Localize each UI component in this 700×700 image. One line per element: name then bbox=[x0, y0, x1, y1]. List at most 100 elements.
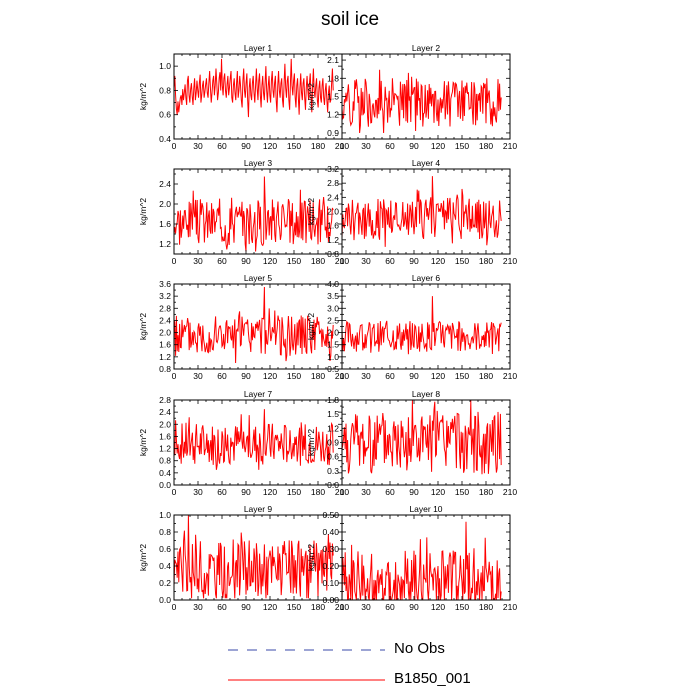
panel-title: Layer 9 bbox=[244, 504, 273, 514]
y-tick-label: 1.8 bbox=[327, 73, 339, 83]
series-line bbox=[173, 287, 334, 363]
y-tick-label: 1.5 bbox=[327, 340, 339, 350]
x-tick-label: 150 bbox=[455, 371, 469, 381]
y-tick-label: 1.8 bbox=[327, 395, 339, 405]
panel-layer-5: Layer 5 0 30 60 90 120 150 180 210 0.8 1.2 1.6 2.0 2.… bbox=[138, 273, 349, 381]
x-tick-label: 150 bbox=[455, 602, 469, 612]
y-axis-label: kg/m^2 bbox=[138, 83, 148, 110]
y-tick-label: 1.6 bbox=[327, 221, 339, 231]
x-tick-label: 210 bbox=[335, 256, 349, 266]
x-tick-label: 150 bbox=[287, 602, 301, 612]
y-tick-label: 1.2 bbox=[159, 444, 171, 454]
y-tick-label: 1.2 bbox=[159, 352, 171, 362]
x-tick-label: 180 bbox=[479, 487, 493, 497]
y-tick-label: 1.5 bbox=[327, 92, 339, 102]
series-line bbox=[341, 296, 502, 355]
x-tick-label: 60 bbox=[217, 256, 227, 266]
panel-title: Layer 7 bbox=[244, 389, 273, 399]
x-tick-label: 120 bbox=[431, 371, 445, 381]
series-line bbox=[173, 514, 334, 599]
y-tick-label: 2.4 bbox=[159, 179, 171, 189]
x-tick-label: 210 bbox=[503, 371, 517, 381]
x-tick-label: 60 bbox=[385, 487, 395, 497]
x-tick-label: 30 bbox=[193, 602, 203, 612]
y-tick-label: 0.6 bbox=[327, 452, 339, 462]
y-tick-label: 3.2 bbox=[159, 291, 171, 301]
x-tick-label: 30 bbox=[193, 141, 203, 151]
x-tick-label: 180 bbox=[311, 141, 325, 151]
y-tick-label: 3.0 bbox=[327, 303, 339, 313]
x-tick-label: 90 bbox=[409, 371, 419, 381]
x-tick-label: 120 bbox=[431, 487, 445, 497]
x-tick-label: 180 bbox=[479, 141, 493, 151]
x-tick-label: 30 bbox=[193, 256, 203, 266]
panel-title: Layer 10 bbox=[409, 504, 442, 514]
y-tick-label: 1.6 bbox=[159, 340, 171, 350]
x-tick-label: 90 bbox=[409, 141, 419, 151]
x-tick-label: 210 bbox=[503, 256, 517, 266]
x-tick-label: 180 bbox=[479, 256, 493, 266]
x-tick-label: 120 bbox=[263, 256, 277, 266]
panel-title: Layer 2 bbox=[412, 43, 441, 53]
y-tick-label: 0.3 bbox=[327, 466, 339, 476]
y-tick-label: 0.8 bbox=[159, 456, 171, 466]
y-tick-label: 0.8 bbox=[159, 527, 171, 537]
panel-title: Layer 6 bbox=[412, 273, 441, 283]
x-tick-label: 120 bbox=[263, 371, 277, 381]
y-tick-label: 1.2 bbox=[327, 235, 339, 245]
x-tick-label: 30 bbox=[361, 141, 371, 151]
y-tick-label: 0.5 bbox=[327, 364, 339, 374]
x-tick-label: 90 bbox=[241, 487, 251, 497]
panel-layer-3: Layer 3 0 30 60 90 120 150 180 210 1.2 1.6 2.0 2.4 kg… bbox=[138, 158, 349, 266]
panel-layer-2: Layer 2 0 30 60 90 120 150 180 210 0.9 1.2 1.5 1.8 2.… bbox=[306, 43, 517, 151]
x-tick-label: 90 bbox=[241, 141, 251, 151]
y-axis-label: kg/m^2 bbox=[306, 544, 316, 571]
x-tick-label: 150 bbox=[287, 371, 301, 381]
y-tick-label: 1.2 bbox=[327, 423, 339, 433]
series-line bbox=[173, 409, 334, 470]
x-tick-label: 60 bbox=[385, 256, 395, 266]
y-tick-label: 1.0 bbox=[159, 61, 171, 71]
y-axis-label: kg/m^2 bbox=[138, 313, 148, 340]
y-tick-label: 1.0 bbox=[159, 510, 171, 520]
x-tick-label: 90 bbox=[241, 602, 251, 612]
series-line bbox=[341, 69, 502, 133]
y-axis-label: kg/m^2 bbox=[306, 83, 316, 110]
y-tick-label: 2.8 bbox=[327, 178, 339, 188]
x-tick-label: 120 bbox=[431, 141, 445, 151]
x-tick-label: 150 bbox=[455, 256, 469, 266]
x-tick-label: 0 bbox=[172, 256, 177, 266]
x-tick-label: 0 bbox=[340, 602, 345, 612]
series-line bbox=[341, 521, 502, 601]
y-tick-label: 2.4 bbox=[327, 192, 339, 202]
panel-title: Layer 3 bbox=[244, 158, 273, 168]
x-tick-label: 0 bbox=[172, 487, 177, 497]
panel-layer-7: Layer 70 30 60 90 120 150 180 2100.00.40.81.21.… bbox=[138, 389, 349, 497]
x-tick-label: 90 bbox=[409, 602, 419, 612]
series-line bbox=[173, 58, 334, 118]
plot-frame bbox=[341, 168, 511, 255]
panel-title: Layer 4 bbox=[412, 158, 441, 168]
x-tick-label: 210 bbox=[335, 371, 349, 381]
y-tick-label: 0.10 bbox=[322, 578, 339, 588]
x-tick-label: 150 bbox=[287, 141, 301, 151]
y-tick-label: 0.4 bbox=[159, 561, 171, 571]
y-tick-label: 0.00 bbox=[322, 595, 339, 605]
y-tick-label: 0.8 bbox=[327, 249, 339, 259]
y-tick-label: 0.0 bbox=[159, 480, 171, 490]
y-tick-label: 0.6 bbox=[159, 110, 171, 120]
panel-title: Layer 5 bbox=[244, 273, 273, 283]
y-tick-label: 2.0 bbox=[159, 419, 171, 429]
x-tick-label: 150 bbox=[455, 487, 469, 497]
y-tick-label: 2.8 bbox=[159, 395, 171, 405]
x-tick-label: 120 bbox=[263, 141, 277, 151]
y-tick-label: 1.2 bbox=[159, 239, 171, 249]
y-tick-label: 3.5 bbox=[327, 291, 339, 301]
y-tick-label: 0.4 bbox=[159, 468, 171, 478]
y-tick-label: 0.40 bbox=[322, 527, 339, 537]
x-tick-label: 120 bbox=[263, 602, 277, 612]
y-axis-label: kg/m^2 bbox=[306, 198, 316, 225]
x-tick-label: 210 bbox=[335, 602, 349, 612]
y-tick-label: 0.8 bbox=[159, 364, 171, 374]
